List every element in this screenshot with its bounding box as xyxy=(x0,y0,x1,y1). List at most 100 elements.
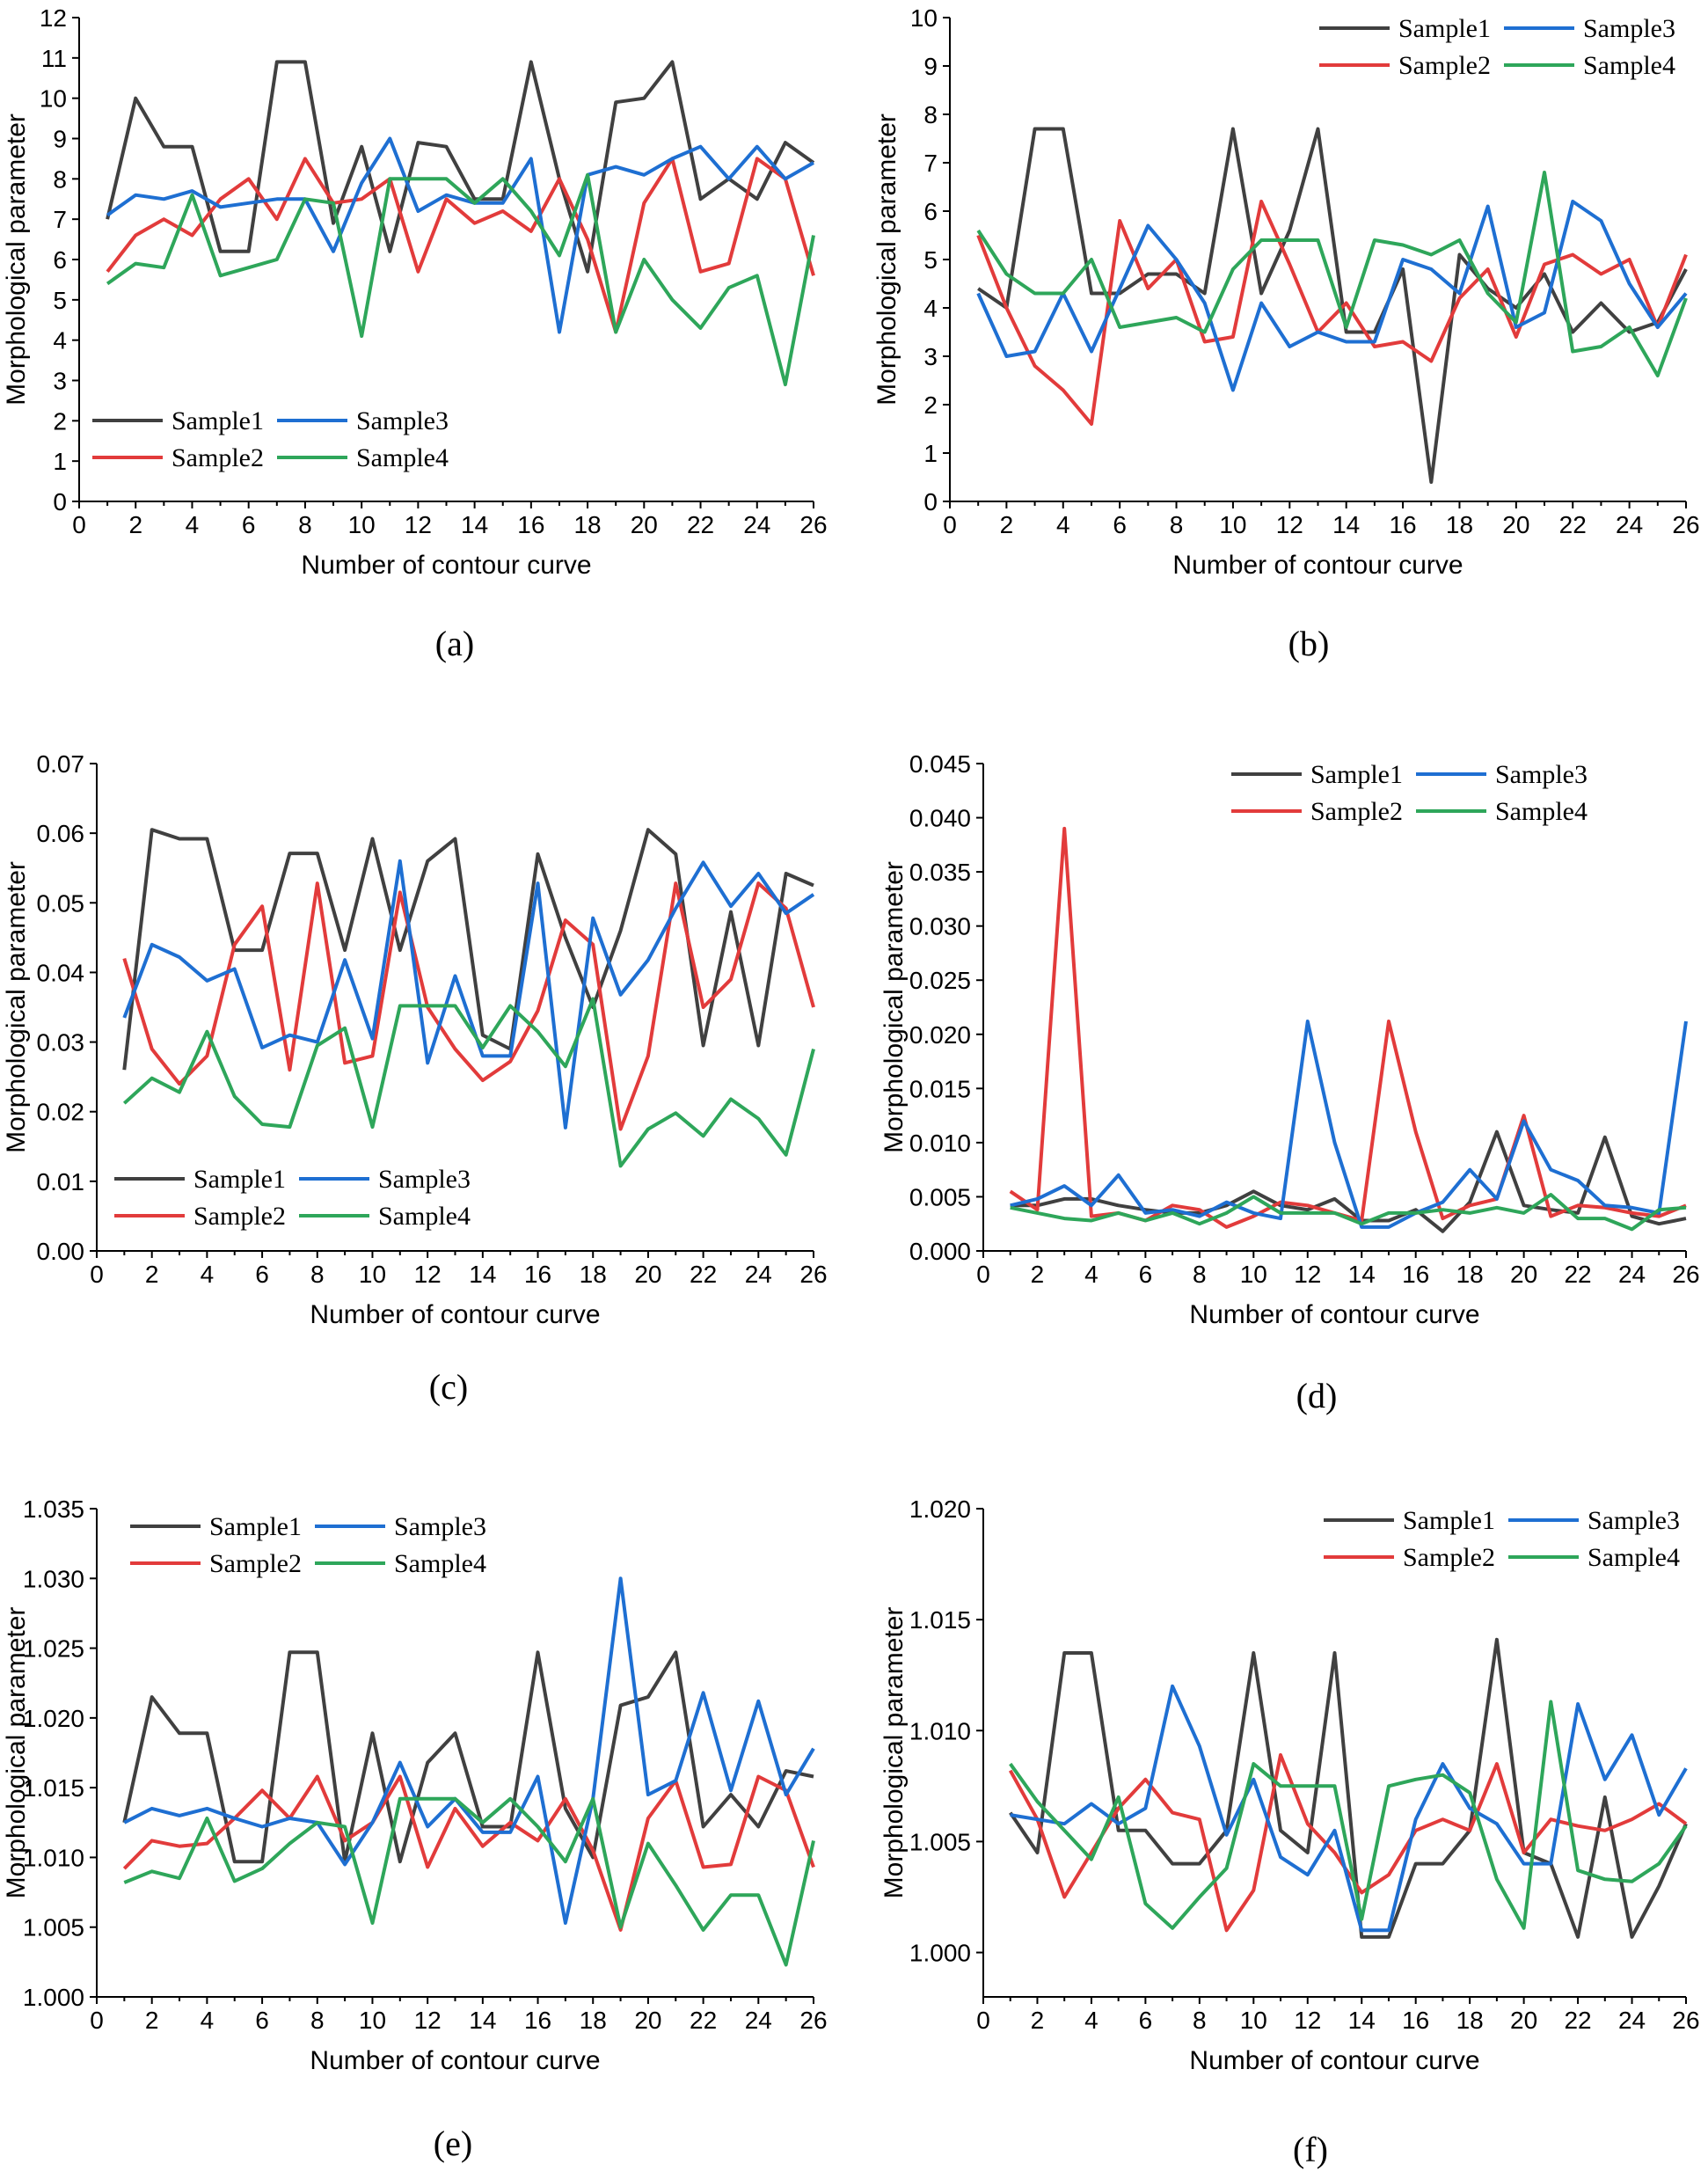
y-tick-label: 0.025 xyxy=(909,967,971,994)
y-tick-label: 1.010 xyxy=(909,1717,971,1744)
x-tick-label: 8 xyxy=(1193,1261,1207,1288)
x-tick-label: 22 xyxy=(687,511,714,538)
x-tick-label: 16 xyxy=(517,511,544,538)
series-line-sample2 xyxy=(106,157,815,334)
x-tick-label: 20 xyxy=(634,2007,661,2034)
x-tick-label: 0 xyxy=(72,511,86,538)
series-line-sample3 xyxy=(122,859,815,1130)
x-tick-label: 0 xyxy=(976,2007,990,2034)
series-line-sample4 xyxy=(1009,1700,1688,1930)
legend-label-sample2: Sample2 xyxy=(1398,51,1491,80)
series-line-sample4 xyxy=(123,1796,815,1967)
x-tick-label: 8 xyxy=(298,511,312,538)
y-tick-label: 0.040 xyxy=(909,805,971,832)
x-tick-label: 2 xyxy=(145,2007,159,2034)
x-tick-label: 12 xyxy=(414,1261,442,1288)
series-line-sample4 xyxy=(976,171,1688,377)
y-tick-label: 7 xyxy=(923,150,938,177)
x-tick-label: 0 xyxy=(943,511,957,538)
x-tick-label: 14 xyxy=(1348,2007,1376,2034)
x-tick-label: 4 xyxy=(1056,511,1070,538)
series-line-sample2 xyxy=(122,881,815,1131)
x-axis-title: Number of contour curve xyxy=(1172,551,1463,580)
y-tick-label: 0.04 xyxy=(37,959,85,986)
x-tick-label: 26 xyxy=(799,1261,827,1288)
legend-label-sample2: Sample2 xyxy=(172,443,264,472)
series-line-sample1 xyxy=(122,828,814,1071)
y-tick-label: 1 xyxy=(923,440,938,467)
y-tick-label: 1.015 xyxy=(909,1606,971,1634)
series-line-sample2 xyxy=(1008,1753,1688,1933)
x-tick-label: 6 xyxy=(1113,511,1127,538)
y-tick-label: 0.020 xyxy=(909,1021,971,1049)
x-tick-label: 18 xyxy=(580,1261,607,1288)
legend-label-sample3: Sample3 xyxy=(378,1165,471,1194)
y-tick-label: 1.000 xyxy=(909,1940,971,1967)
y-tick-label: 12 xyxy=(40,4,67,32)
x-tick-label: 0 xyxy=(90,2007,104,2034)
x-tick-label: 18 xyxy=(1446,511,1473,538)
x-tick-label: 6 xyxy=(1139,2007,1153,2034)
y-tick-label: 0.045 xyxy=(909,750,971,778)
x-tick-label: 24 xyxy=(743,511,770,538)
x-tick-label: 4 xyxy=(201,2007,215,2034)
x-tick-label: 12 xyxy=(1294,2007,1321,2034)
y-tick-label: 10 xyxy=(910,4,938,32)
x-tick-label: 4 xyxy=(1084,2007,1099,2034)
x-tick-label: 18 xyxy=(573,511,601,538)
y-tick-label: 0.010 xyxy=(909,1130,971,1157)
x-tick-label: 20 xyxy=(634,1261,661,1288)
y-tick-label: 0 xyxy=(923,488,938,516)
y-tick-label: 0.000 xyxy=(909,1238,971,1265)
x-tick-label: 26 xyxy=(1672,2007,1699,2034)
x-tick-label: 10 xyxy=(359,2007,386,2034)
y-tick-label: 1.005 xyxy=(909,1828,971,1855)
y-tick-label: 3 xyxy=(53,368,67,395)
x-tick-label: 8 xyxy=(1170,511,1184,538)
legend-label-sample2: Sample2 xyxy=(209,1549,302,1578)
x-tick-label: 14 xyxy=(1332,511,1360,538)
x-tick-label: 12 xyxy=(414,2007,442,2034)
series-line-sample3 xyxy=(1010,1020,1688,1229)
y-tick-label: 1.020 xyxy=(23,1705,84,1732)
x-tick-label: 16 xyxy=(524,1261,551,1288)
y-tick-label: 1.020 xyxy=(909,1495,971,1523)
y-tick-label: 0.030 xyxy=(909,913,971,940)
x-tick-label: 2 xyxy=(145,1261,159,1288)
y-axis-title: Morphological parameter xyxy=(2,113,31,406)
y-tick-label: 1 xyxy=(53,448,67,475)
legend-label-sample4: Sample4 xyxy=(394,1549,486,1578)
panel-label: (a) xyxy=(435,624,474,663)
x-tick-label: 20 xyxy=(1502,511,1529,538)
x-tick-label: 8 xyxy=(1193,2007,1207,2034)
x-tick-label: 18 xyxy=(1456,2007,1484,2034)
y-tick-label: 0.015 xyxy=(909,1075,971,1102)
series-line-sample3 xyxy=(106,136,814,334)
legend-label-sample2: Sample2 xyxy=(193,1202,286,1231)
series-line-sample3 xyxy=(123,1576,815,1925)
y-tick-label: 0 xyxy=(53,488,67,516)
chart-panel-5: 0 2 4 6 8 10 12 14 16 18 20 22 24 261.0001.0051.0101.… xyxy=(2,1495,828,2163)
x-tick-label: 22 xyxy=(690,1261,717,1288)
y-tick-label: 0.05 xyxy=(37,889,85,917)
x-tick-label: 18 xyxy=(580,2007,607,2034)
y-axis-title: Morphological parameter xyxy=(880,861,909,1153)
series-line-sample2 xyxy=(122,1774,815,1932)
x-tick-label: 20 xyxy=(1510,2007,1537,2034)
chart-panel-4: 0 2 4 6 8 10 12 14 16 18 20 22 24 260.0000.0050.0100.… xyxy=(880,750,1700,1415)
series-line-sample1 xyxy=(122,1650,814,1864)
x-tick-label: 4 xyxy=(201,1261,215,1288)
y-tick-label: 1.025 xyxy=(23,1635,84,1663)
y-tick-label: 0.06 xyxy=(37,820,85,847)
x-tick-label: 16 xyxy=(1402,1261,1429,1288)
x-tick-label: 0 xyxy=(90,1261,104,1288)
legend-label-sample3: Sample3 xyxy=(356,406,449,435)
panel-label: (e) xyxy=(434,2124,472,2163)
y-tick-label: 9 xyxy=(53,126,67,153)
y-tick-label: 2 xyxy=(923,391,938,419)
legend-label-sample1: Sample1 xyxy=(1403,1506,1495,1535)
y-tick-label: 1.035 xyxy=(23,1495,84,1523)
x-tick-label: 12 xyxy=(405,511,432,538)
series-line-sample2 xyxy=(976,200,1688,426)
x-tick-label: 12 xyxy=(1294,1261,1321,1288)
